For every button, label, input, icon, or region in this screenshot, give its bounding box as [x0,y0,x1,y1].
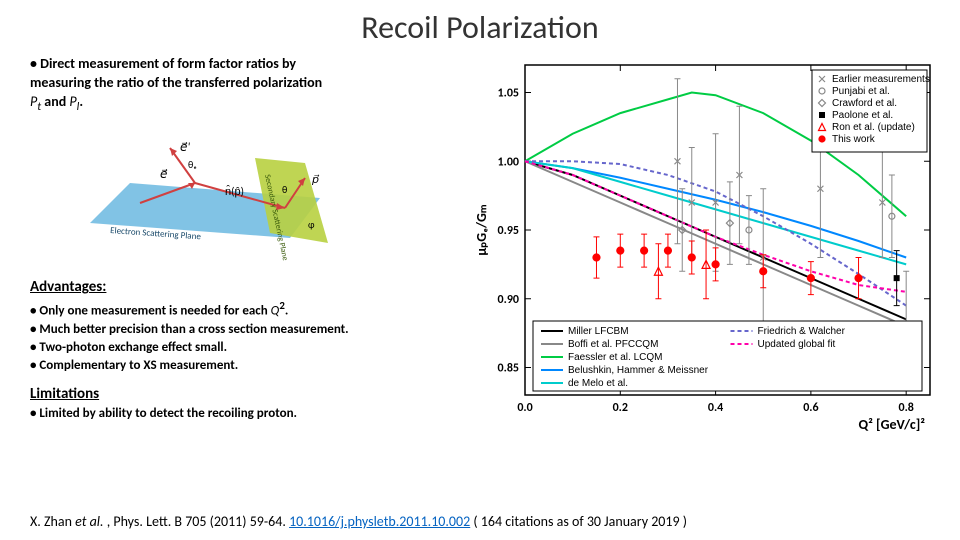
adv-b1a: • Only one measurement is needed for eac… [30,304,271,319]
svg-text:Punjabi et al.: Punjabi et al. [832,86,890,97]
svg-text:This work: This work [832,134,876,145]
svg-text:Faessler et al. LCQM: Faessler et al. LCQM [568,352,662,363]
cite-doi[interactable]: 10.1016/j.physletb.2011.10.002 [289,513,470,530]
advantages-bullets: • Only one measurement is needed for eac… [30,298,470,375]
adv-b4: • Complementary to XS measurement. [30,358,238,373]
adv-b1c: . [285,304,288,319]
svg-text:0.4: 0.4 [708,401,723,415]
svg-text:0.0: 0.0 [517,401,532,415]
desc-and: and [41,93,69,110]
cite-mid: , Phys. Lett. B 705 (2011) 59-64. [104,513,290,530]
content-wrap: • Direct measurement of form factor rati… [0,47,960,440]
adv-b3: • Two-photon exchange effect small. [30,340,227,355]
desc-dot: . [79,93,83,110]
label-p: p⃗ [311,173,320,186]
label-np: n̂(p̂) [225,185,244,199]
svg-text:Friedrich & Walcher: Friedrich & Walcher [758,326,846,337]
svg-text:Boffi et al. PFCCQM: Boffi et al. PFCCQM [568,339,658,350]
svg-text:Crawford et al.: Crawford et al. [832,98,897,109]
svg-text:Paolone et al.: Paolone et al. [832,110,893,121]
desc-line1: • Direct measurement of form factor rati… [30,55,296,72]
label-eout: e⃗' [180,141,190,155]
limitations-heading: Limitations [30,385,470,403]
cite-etal: et al. [75,513,103,530]
svg-text:Ron et al. (update): Ron et al. (update) [832,122,915,133]
svg-text:0.8: 0.8 [898,401,913,415]
label-e: e⃗ [160,168,168,182]
svg-text:0.95: 0.95 [498,224,519,238]
svg-text:0.85: 0.85 [498,362,519,376]
label-phi: φ [308,218,315,231]
label-theta: θ [282,183,287,196]
svg-text:Miller LFCBM: Miller LFCBM [568,326,629,337]
desc-line2: measuring the ratio of the transferred p… [30,74,322,91]
cite-pre: X. Zhan [30,513,75,530]
svg-text:Updated global fit: Updated global fit [758,339,836,350]
adv-b2: • Much better precision than a cross sec… [30,322,349,337]
svg-text:Q² [GeV/c]²: Q² [GeV/c]² [859,416,926,433]
svg-text:Belushkin, Hammer & Meissner: Belushkin, Hammer & Meissner [568,365,709,376]
ratio-chart: 0.0 0.2 0.4 0.6 0.8 0.85 0.90 0.95 1.00 1.05 Q² [G… [470,55,940,435]
svg-text:0.90: 0.90 [498,293,519,307]
right-column: 0.0 0.2 0.4 0.6 0.8 0.85 0.90 0.95 1.00 1.05 Q² [G… [470,55,940,440]
limitations-bullets: • Limited by ability to detect the recoi… [30,405,470,423]
page-title: Recoil Polarization [0,0,960,47]
left-column: • Direct measurement of form factor rati… [30,55,470,440]
label-thetae: θₑ [188,158,197,171]
svg-text:de Melo et al.: de Melo et al. [568,378,628,389]
svg-text:μₚGₑ/Gₘ: μₚGₑ/Gₘ [473,204,490,255]
lim-b1: • Limited by ability to detect the recoi… [30,406,297,421]
svg-text:1.05: 1.05 [498,87,519,101]
citation-text: X. Zhan et al. , Phys. Lett. B 705 (2011… [30,513,687,530]
desc-pl: P [69,93,76,110]
advantages-heading: Advantages: [30,278,470,296]
description-text: • Direct measurement of form factor rati… [30,55,470,115]
scattering-diagram: e⃗ e⃗' n̂(p̂) θₑ θ φ p⃗ Electron Scatter… [70,123,370,263]
svg-text:0.2: 0.2 [613,401,628,415]
svg-text:0.6: 0.6 [803,401,818,415]
cite-post: ( 164 citations as of 30 January 2019 ) [470,513,687,530]
svg-text:1.00: 1.00 [498,155,519,169]
svg-text:Earlier measurements: Earlier measurements [832,74,930,85]
